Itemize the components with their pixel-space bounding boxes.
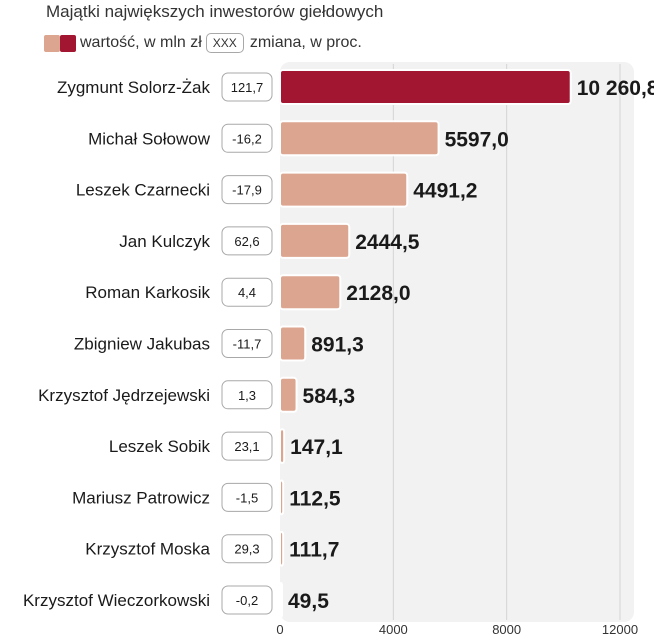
x-tick-label: 12000: [602, 622, 638, 637]
bar: [279, 222, 351, 259]
legend-swatch-highlight: [60, 34, 76, 52]
chart-title: Majątki największych inwestorów giełdowy…: [46, 2, 384, 21]
change-label: -1,5: [236, 490, 258, 505]
category-label: Krzysztof Jędrzejewski: [38, 386, 210, 405]
legend-value-label: wartość, w mln zł: [80, 34, 202, 51]
change-box: [221, 380, 273, 410]
bar: [279, 69, 572, 105]
category-label: Jan Kulczyk: [119, 232, 210, 251]
change-box: [221, 72, 273, 102]
change-box: [221, 329, 273, 358]
category-label: Zbigniew Jakubas: [74, 335, 210, 354]
x-tick-label: 4000: [379, 622, 408, 637]
bar: [279, 274, 342, 311]
value-label: 147,1: [290, 436, 343, 459]
value-label: 2128,0: [346, 282, 410, 305]
bar: [279, 120, 440, 157]
category-label: Krzysztof Wieczorkowski: [23, 591, 210, 610]
value-label: 4491,2: [413, 180, 477, 203]
change-box: [221, 226, 273, 256]
legend-change-box: XXX: [205, 33, 244, 53]
value-label: 112,5: [289, 487, 341, 510]
value-label: 111,7: [289, 539, 339, 562]
change-label: 23,1: [234, 439, 259, 454]
value-label: 891,3: [311, 334, 364, 357]
legend: wartość, w mln zł XXX zmiana, w proc.: [44, 32, 362, 54]
value-label: 10 260,8: [577, 77, 654, 100]
change-label: 29,3: [234, 542, 259, 557]
legend-change-label: zmiana, w proc.: [249, 34, 362, 51]
change-box: [221, 431, 273, 461]
change-box: [221, 123, 273, 153]
bar: [279, 376, 298, 413]
bar: [279, 582, 283, 618]
category-label: Michał Sołowow: [88, 129, 211, 148]
change-label: -11,7: [233, 337, 262, 352]
category-label: Leszek Sobik: [109, 437, 211, 456]
change-label: -17,9: [232, 183, 262, 198]
bar: [279, 325, 307, 362]
change-box: [221, 585, 273, 615]
legend-swatch-bar: [44, 34, 60, 52]
change-label: 1,3: [238, 388, 256, 403]
bar: [279, 428, 286, 465]
x-tick-label: 8000: [492, 622, 521, 637]
category-label: Krzysztof Moska: [85, 540, 210, 559]
category-label: Mariusz Patrowicz: [72, 488, 210, 507]
value-label: 49,5: [288, 590, 329, 613]
x-tick-label: 0: [276, 622, 283, 637]
change-box: [221, 277, 273, 307]
category-label: Zygmunt Solorz-Żak: [57, 78, 211, 97]
bar: [279, 171, 409, 208]
change-box: [221, 175, 273, 205]
value-label: 2444,5: [355, 231, 420, 254]
bar: [279, 479, 285, 516]
change-label: 4,4: [238, 285, 256, 300]
value-label: 5597,0: [445, 128, 509, 151]
category-label: Roman Karkosik: [85, 283, 210, 302]
change-box: [221, 534, 273, 564]
bar: [279, 530, 285, 567]
value-label: 584,3: [303, 385, 356, 408]
change-label: 121,7: [231, 80, 264, 95]
category-label: Leszek Czarnecki: [76, 181, 210, 200]
change-box: [221, 482, 273, 512]
change-label: -16,2: [232, 131, 262, 146]
change-label: 62,6: [234, 234, 259, 249]
change-label: -0,2: [236, 593, 258, 608]
